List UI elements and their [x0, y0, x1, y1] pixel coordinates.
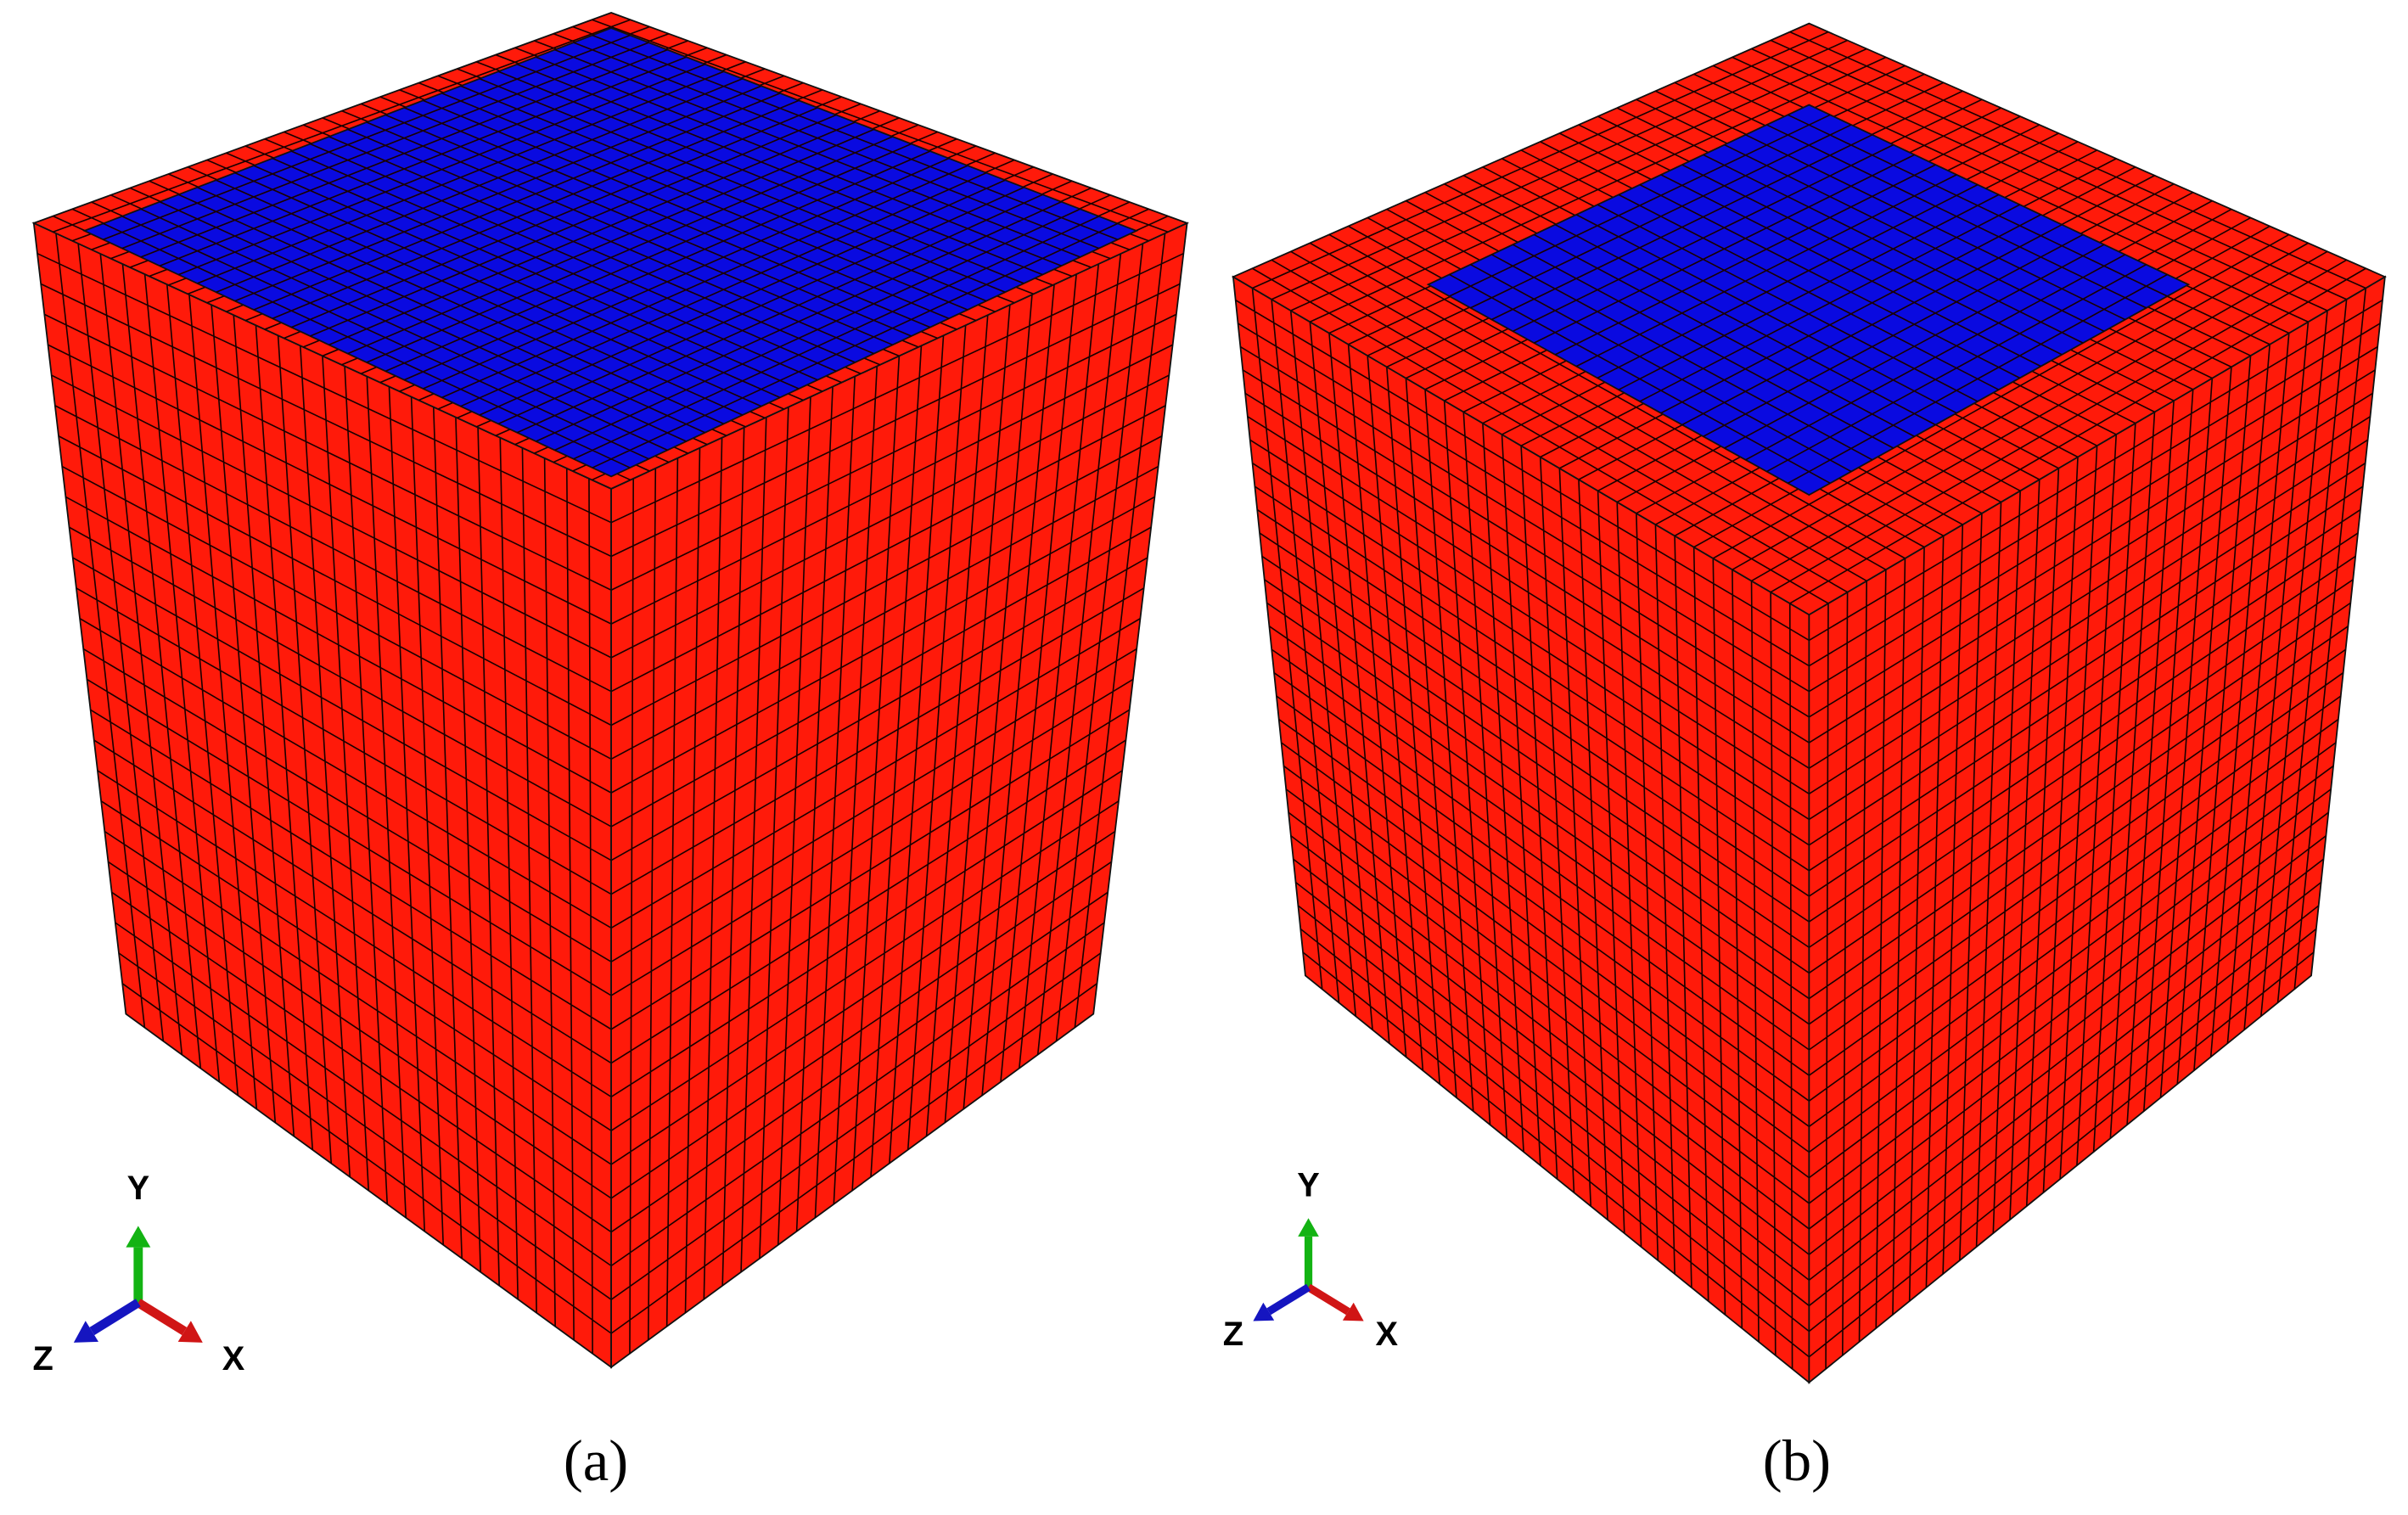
left-face	[1232, 275, 1810, 1384]
axis-x	[135, 1299, 188, 1336]
axis-x	[1306, 1283, 1350, 1316]
left-face-mesh	[36, 233, 612, 1354]
axis-z-head	[73, 1321, 99, 1343]
right-face-mesh	[610, 233, 1184, 1354]
top-load-area-fill	[82, 27, 1139, 478]
axis-y-head	[1298, 1218, 1319, 1237]
axis-y-head	[126, 1226, 151, 1248]
axis-x-head	[1342, 1302, 1364, 1321]
panel-caption: (b)	[1763, 1428, 1831, 1493]
axis-label: Y	[1297, 1167, 1320, 1204]
left-face-mesh	[1235, 288, 1810, 1369]
top-load-area-mesh	[1449, 114, 2168, 485]
axis-label: Z	[33, 1340, 53, 1378]
right-face-mesh	[1808, 288, 2383, 1369]
axis-label: X	[1376, 1316, 1399, 1353]
top-load-area	[82, 27, 1139, 478]
axis-z	[89, 1299, 141, 1336]
axis-x-head	[177, 1321, 203, 1343]
axis-z-head	[1253, 1302, 1275, 1321]
axis-label: X	[222, 1340, 245, 1378]
axis-z	[1266, 1283, 1311, 1316]
axis-label: Z	[1223, 1316, 1243, 1353]
top-load-area-mesh	[103, 34, 1119, 469]
panel-caption: (a)	[564, 1428, 628, 1493]
top-load-area	[1426, 104, 2191, 497]
axis-label: Y	[127, 1170, 150, 1207]
